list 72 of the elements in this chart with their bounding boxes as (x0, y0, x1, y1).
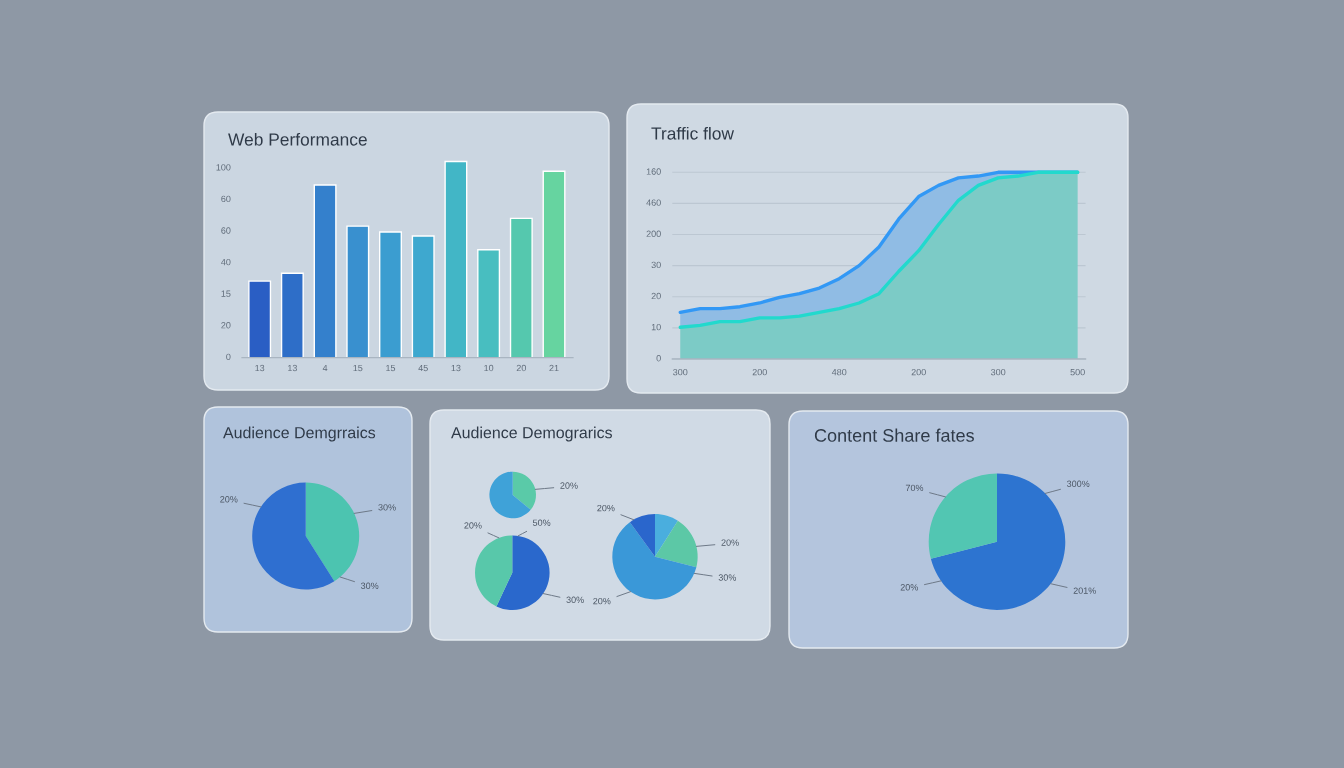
text: 0 (656, 355, 661, 362)
text: 30% (360, 582, 379, 589)
text: 30% (566, 596, 584, 603)
chart-title: Web Performance (228, 132, 367, 146)
x-tick-label: 21 (549, 364, 559, 372)
text: 20% (464, 522, 482, 529)
pie-slice (612, 522, 697, 600)
bar (509, 217, 533, 358)
pie-slice (305, 482, 360, 582)
text: 40 (221, 258, 231, 266)
x-tick-label: 13 (255, 364, 265, 372)
x-tick-label: 20 (516, 364, 526, 372)
bar (411, 235, 435, 358)
chart-title: Traffic flow (651, 126, 735, 140)
x-tick-label: 4 (322, 364, 328, 372)
text: 30% (718, 574, 737, 581)
x-tick-label: 300 (990, 368, 1006, 376)
pie-slice (475, 535, 513, 607)
x-tick-label: 200 (752, 368, 767, 376)
text: 300% (1066, 480, 1090, 487)
text: 460 (646, 199, 661, 206)
pie-slice (629, 514, 655, 557)
text: 20 (221, 322, 231, 329)
x-tick-label: 300 (673, 368, 688, 376)
pie-slice (928, 473, 997, 559)
pie-slice (655, 514, 678, 557)
x-tick-label: 10 (484, 364, 494, 372)
bar (248, 280, 272, 358)
text: 20% (721, 539, 739, 546)
x-tick-label: 15 (386, 364, 396, 372)
text: 100 (216, 164, 231, 171)
text: 0 (226, 353, 231, 361)
text: 30% (378, 504, 396, 511)
chart-title: Content Share fates (814, 428, 974, 442)
text: 30 (651, 261, 661, 269)
x-tick-label: 13 (288, 364, 297, 372)
text: 20% (900, 584, 918, 591)
bar (346, 225, 370, 358)
bar (444, 160, 468, 358)
bar (477, 249, 501, 358)
pie-slice (489, 471, 531, 519)
text: 20% (560, 482, 578, 489)
text: 70% (905, 484, 924, 492)
text: 60 (221, 227, 231, 234)
pie-slice (496, 535, 550, 610)
pie-slice (512, 471, 536, 510)
bar (313, 184, 337, 358)
x-tick-label: 500 (1070, 368, 1085, 376)
chart-title: Audience Demgrraics (223, 426, 376, 442)
x-tick-label: 480 (831, 368, 847, 376)
x-tick-label: 15 (353, 364, 363, 372)
bar (280, 272, 304, 358)
text: 20% (220, 496, 238, 503)
text: 200 (646, 230, 661, 237)
pie-slice (252, 482, 335, 590)
pie-slice (930, 473, 1066, 610)
text: 20 (651, 292, 661, 300)
text: 160 (646, 168, 661, 175)
pie-slice (655, 520, 698, 568)
text: 15 (221, 290, 231, 297)
text: 60 (221, 195, 231, 203)
text: 10 (651, 323, 661, 331)
x-tick-label: 200 (911, 368, 926, 376)
text: 50% (532, 519, 551, 526)
x-tick-label: 45 (418, 364, 428, 372)
text: 20% (593, 597, 611, 605)
chart-title: Audience Demograrics (451, 426, 612, 442)
bar (542, 170, 566, 358)
x-tick-label: 13 (451, 364, 461, 372)
text: 20% (597, 504, 615, 512)
text: 201% (1073, 587, 1096, 594)
bar (379, 231, 402, 358)
